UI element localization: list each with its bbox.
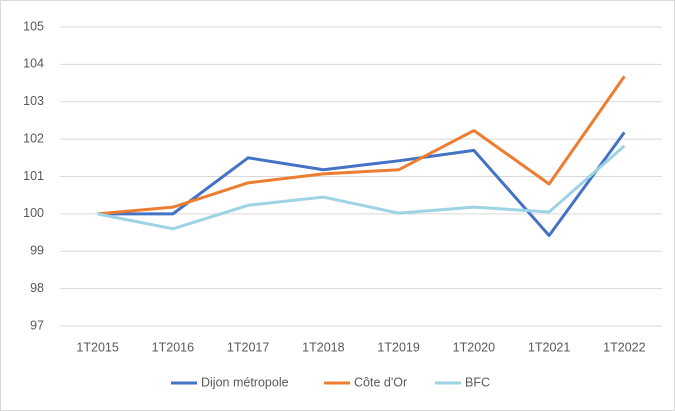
x-tick-label: 1T2022 — [603, 340, 645, 354]
x-tick-label: 1T2016 — [152, 340, 194, 354]
legend-label: Côte d'Or — [354, 375, 407, 389]
y-tick-label: 102 — [23, 131, 44, 145]
y-tick-label: 97 — [30, 318, 44, 332]
x-tick-label: 1T2021 — [528, 340, 570, 354]
x-tick-label: 1T2020 — [453, 340, 495, 354]
y-tick-label: 99 — [30, 244, 44, 258]
x-tick-label: 1T2019 — [377, 340, 419, 354]
y-tick-label: 103 — [23, 94, 44, 108]
x-tick-label: 1T2018 — [302, 340, 344, 354]
y-tick-label: 101 — [23, 169, 44, 183]
legend-label: BFC — [465, 375, 490, 389]
x-tick-label: 1T2015 — [76, 340, 118, 354]
series-line — [97, 75, 626, 216]
legend-label: Dijon métropole — [201, 375, 289, 389]
y-tick-label: 104 — [23, 57, 44, 71]
x-tick-label: 1T2017 — [227, 340, 269, 354]
y-tick-label: 105 — [23, 19, 44, 33]
y-tick-label: 100 — [23, 206, 44, 220]
series-line — [97, 144, 626, 231]
y-tick-label: 98 — [30, 281, 44, 295]
